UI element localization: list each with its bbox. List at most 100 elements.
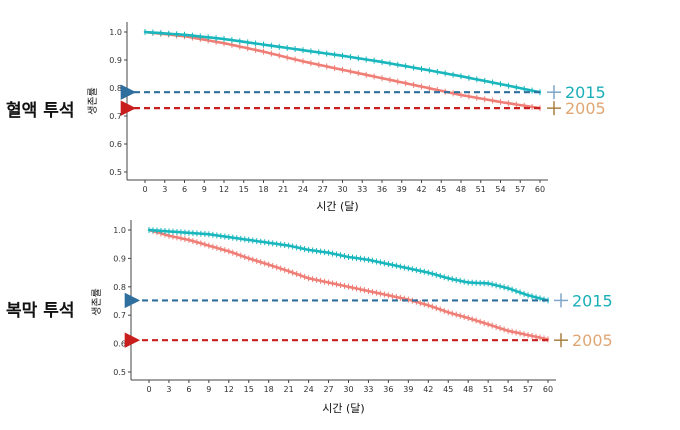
- data-point: [207, 244, 211, 247]
- y-tick-label: 0.5: [109, 168, 122, 177]
- data-point: [380, 77, 384, 80]
- x-tick-label: 36: [377, 185, 387, 194]
- x-tick-label: 60: [543, 385, 553, 394]
- data-point: [506, 287, 510, 290]
- data-point: [341, 54, 344, 57]
- y-tick-label: 0.8: [109, 84, 122, 93]
- x-tick-label: 57: [515, 185, 525, 194]
- data-point: [499, 100, 502, 104]
- x-tick-label: 42: [416, 185, 426, 194]
- y-tick-label: 1.0: [109, 28, 122, 37]
- y-tick-label: 0.7: [113, 311, 126, 320]
- x-tick-label: 12: [224, 385, 234, 394]
- x-axis-label: 시간 (달): [316, 200, 358, 213]
- y-tick-label: 0.9: [109, 56, 122, 65]
- y-tick-label: 0.6: [113, 340, 126, 349]
- y-axis-label: 생존률: [87, 87, 99, 115]
- x-tick-label: 15: [239, 185, 249, 194]
- x-tick-label: 27: [318, 185, 328, 194]
- data-point: [227, 235, 230, 239]
- x-tick-label: 33: [357, 185, 367, 194]
- x-tick-label: 27: [323, 385, 333, 394]
- data-point: [247, 238, 250, 242]
- x-tick-label: 9: [202, 185, 207, 194]
- data-point: [499, 82, 502, 86]
- x-tick-label: 6: [186, 385, 191, 394]
- data-point: [459, 75, 463, 78]
- data-point: [420, 85, 423, 88]
- legend-label-2005: 2005: [565, 99, 606, 118]
- data-point: [367, 289, 370, 293]
- data-point: [526, 333, 530, 337]
- data-point: [262, 50, 265, 53]
- data-point: [301, 60, 305, 63]
- x-axis-label: 시간 (달): [322, 402, 364, 415]
- data-point: [506, 329, 510, 333]
- data-point: [287, 269, 290, 273]
- data-point: [327, 281, 330, 284]
- data-point: [407, 267, 410, 270]
- data-point: [262, 43, 265, 46]
- x-tick-label: 54: [495, 185, 505, 194]
- x-tick-label: 3: [166, 385, 171, 394]
- series-2005: [143, 29, 542, 112]
- y-tick-label: 1.0: [113, 226, 126, 235]
- data-point: [526, 294, 530, 297]
- data-point: [143, 30, 147, 34]
- y-tick-label: 0.8: [113, 283, 126, 292]
- data-point: [447, 311, 450, 314]
- x-tick-label: 24: [298, 185, 308, 194]
- data-point: [167, 230, 171, 233]
- x-tick-label: 0: [142, 185, 147, 194]
- data-point: [222, 37, 226, 41]
- data-point: [427, 304, 430, 307]
- data-point: [347, 285, 350, 288]
- x-tick-label: 45: [443, 385, 453, 394]
- x-tick-label: 39: [403, 385, 413, 394]
- series-2015: [147, 227, 550, 304]
- x-tick-label: 30: [343, 385, 353, 394]
- x-tick-label: 57: [523, 385, 533, 394]
- data-point: [467, 316, 470, 320]
- data-point: [267, 263, 270, 266]
- y-tick-label: 0.5: [113, 368, 126, 377]
- x-tick-label: 51: [476, 185, 486, 194]
- y-tick-label: 0.6: [109, 140, 122, 149]
- data-point: [327, 251, 330, 254]
- data-point: [247, 257, 250, 260]
- data-point: [341, 68, 344, 72]
- data-point: [427, 271, 430, 274]
- data-point: [207, 233, 211, 236]
- data-point: [387, 294, 390, 297]
- data-point: [187, 231, 191, 235]
- x-tick-label: 36: [383, 385, 393, 394]
- data-point: [167, 234, 171, 237]
- x-tick-label: 33: [363, 385, 373, 394]
- data-point: [420, 67, 423, 71]
- x-tick-label: 48: [463, 385, 473, 394]
- data-point: [187, 238, 191, 242]
- x-tick-label: 3: [162, 185, 167, 194]
- series-line-2015: [144, 30, 541, 94]
- y-tick-label: 0.9: [113, 254, 126, 263]
- x-tick-label: 0: [146, 385, 151, 394]
- x-tick-label: 24: [304, 385, 314, 394]
- data-point: [183, 33, 186, 36]
- x-tick-label: 18: [258, 185, 268, 194]
- row-label-peritoneal-dialysis: 복막 투석: [6, 301, 75, 321]
- data-point: [267, 241, 270, 244]
- data-point: [380, 60, 384, 64]
- x-tick-label: 21: [284, 385, 294, 394]
- data-point: [387, 262, 390, 266]
- chart-1: 0.50.60.70.80.91.00 3 6 9 12 15 18 21 24 27 30 33 36…: [87, 22, 606, 213]
- data-point: [307, 277, 310, 280]
- x-tick-label: 21: [278, 185, 288, 194]
- x-tick-label: 60: [535, 185, 545, 194]
- x-tick-label: 6: [182, 185, 187, 194]
- data-point: [459, 93, 463, 97]
- x-tick-label: 54: [503, 385, 513, 394]
- x-tick-label: 45: [436, 185, 446, 194]
- x-tick-label: 18: [264, 385, 274, 394]
- x-tick-label: 42: [423, 385, 433, 394]
